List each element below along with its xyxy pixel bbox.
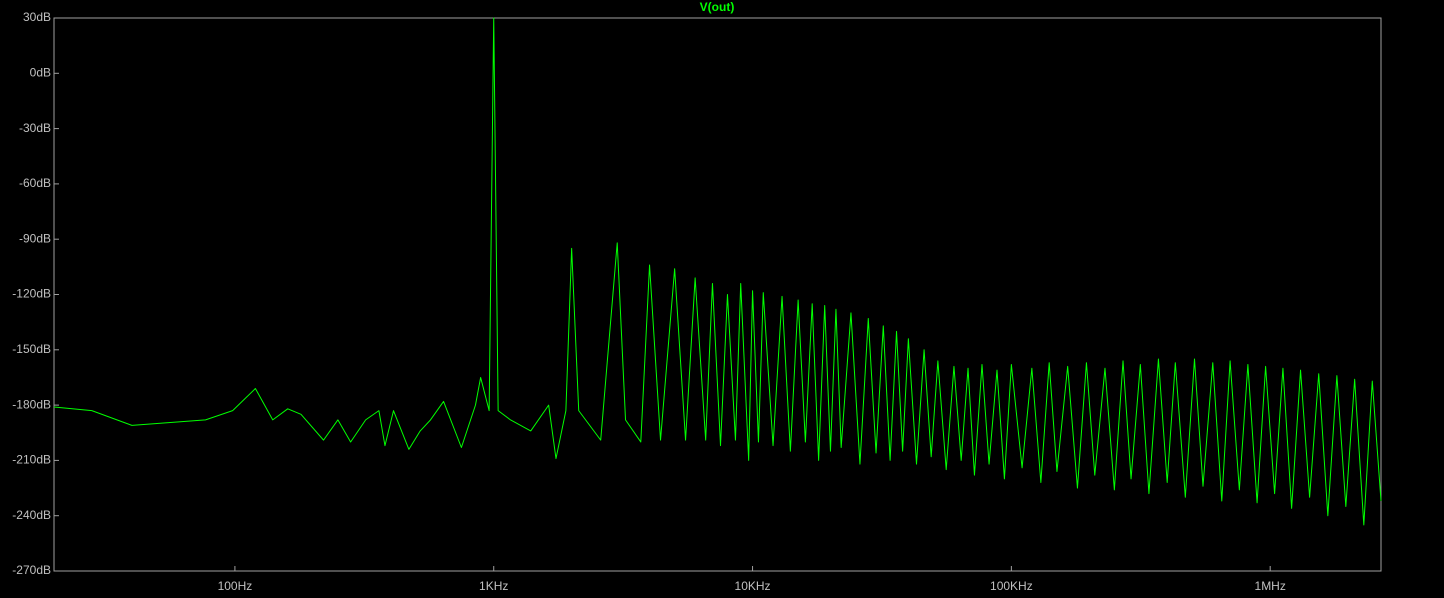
x-tick-label: 100KHz bbox=[990, 579, 1033, 593]
y-tick-label: -240dB bbox=[12, 508, 51, 522]
x-tick-label: 100Hz bbox=[218, 579, 253, 593]
x-tick-label: 10KHz bbox=[735, 579, 771, 593]
y-tick-label: 30dB bbox=[23, 10, 51, 24]
y-tick-label: -120dB bbox=[12, 287, 51, 301]
x-tick-label: 1KHz bbox=[479, 579, 508, 593]
y-tick-label: -270dB bbox=[12, 563, 51, 577]
trace bbox=[53, 17, 1382, 526]
y-tick-label: -180dB bbox=[12, 397, 51, 411]
y-tick-label: -60dB bbox=[19, 176, 51, 190]
y-tick-label: -30dB bbox=[19, 121, 51, 135]
x-tick-label: 1MHz bbox=[1255, 579, 1286, 593]
trace-name[interactable]: V(out) bbox=[700, 0, 735, 14]
y-tick-label: 0dB bbox=[30, 65, 51, 79]
y-tick-label: -210dB bbox=[12, 453, 51, 467]
y-tick-label: -90dB bbox=[19, 231, 51, 245]
y-tick-label: -150dB bbox=[12, 342, 51, 356]
